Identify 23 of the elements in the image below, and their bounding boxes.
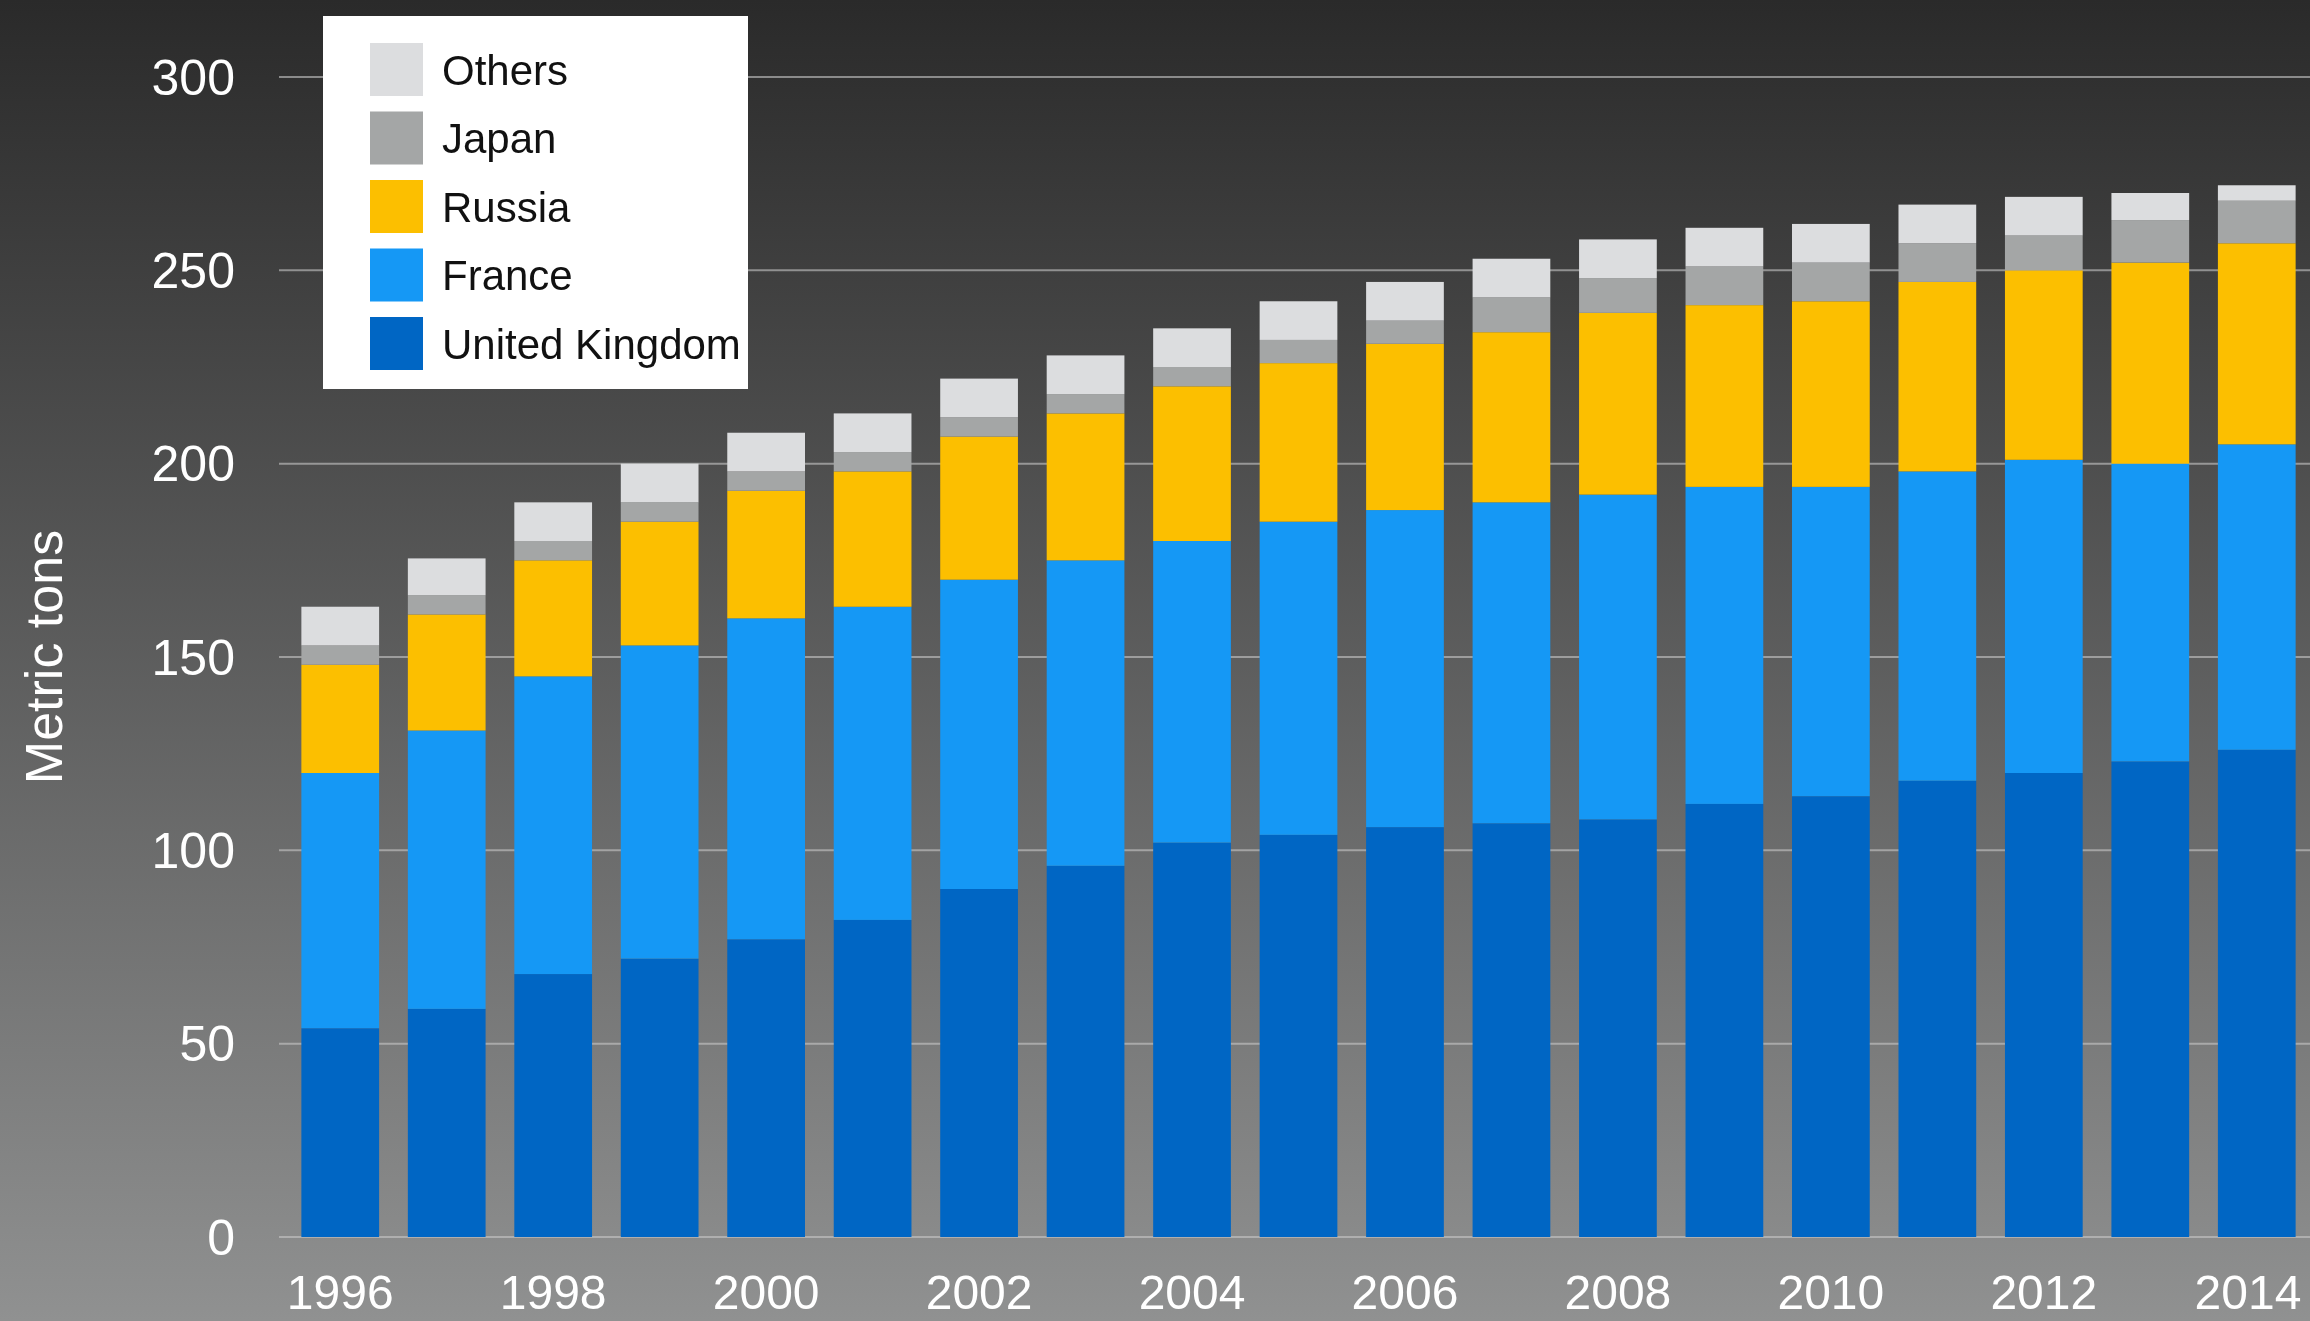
y-tick-label: 150 (151, 629, 235, 686)
x-tick-label: 2010 (1777, 1266, 1885, 1319)
y-tick-label: 250 (151, 242, 235, 299)
legend-label: Russia (442, 183, 572, 231)
x-tick-label: 2000 (712, 1266, 820, 1319)
y-axis-title: Metric tons (15, 529, 73, 785)
legend-label: Japan (442, 115, 557, 163)
y-tick-label: 200 (151, 436, 235, 493)
y-tick-label: 300 (151, 49, 235, 106)
x-tick-label: 2002 (925, 1266, 1033, 1319)
x-tick-label: 2004 (1138, 1266, 1246, 1319)
y-tick-label: 100 (151, 822, 235, 879)
legend-label: Others (442, 46, 569, 94)
y-tick-label: 0 (207, 1209, 235, 1266)
legend-label: France (442, 252, 573, 300)
y-tick-label: 50 (179, 1016, 235, 1073)
x-tick-label: 2006 (1351, 1266, 1459, 1319)
x-tick-label: 1998 (499, 1266, 607, 1319)
x-tick-label: 2008 (1564, 1266, 1672, 1319)
x-tick-label: 2012 (1990, 1266, 2098, 1319)
x-tick-label: 2014 (2194, 1266, 2302, 1319)
legend-label: United Kingdom (442, 320, 741, 368)
x-tick-label: 1996 (286, 1266, 394, 1319)
